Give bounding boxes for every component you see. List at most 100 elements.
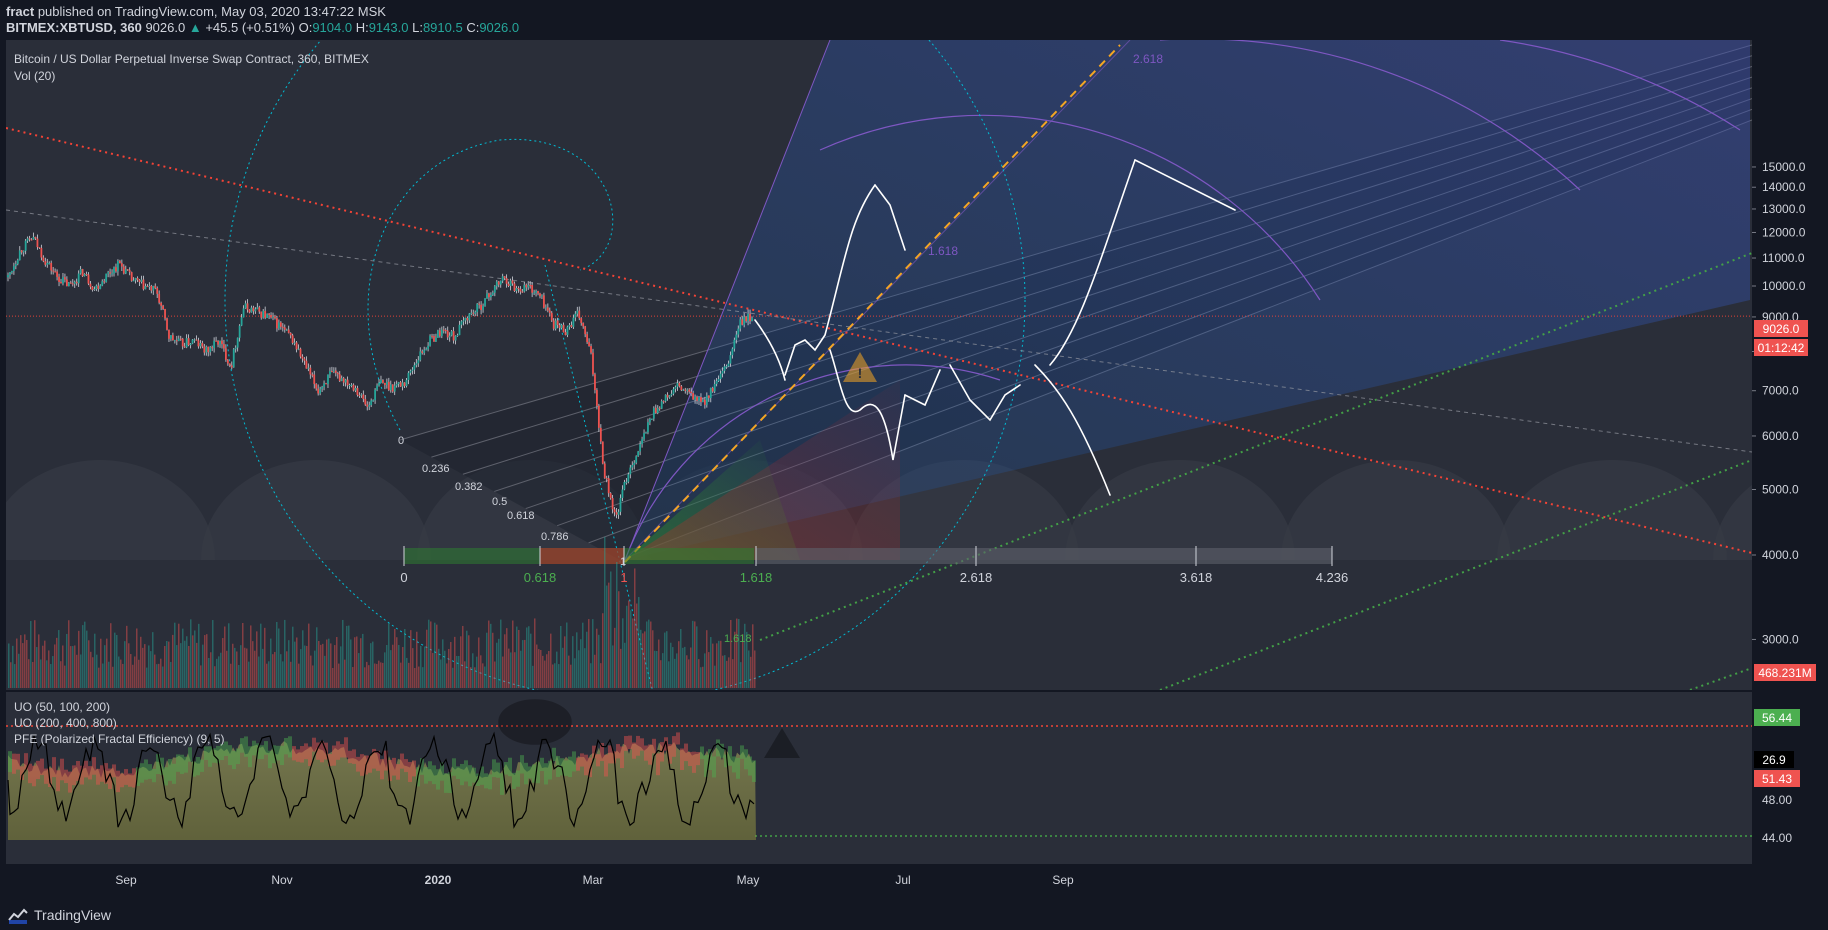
candle-body (303, 358, 306, 361)
uo-histogram (728, 746, 732, 766)
volume-bar (200, 665, 202, 688)
candle-body (175, 340, 178, 342)
volume-bar (192, 635, 194, 688)
volume-bar (658, 639, 660, 688)
uo-histogram (288, 736, 292, 758)
volume-bar (460, 636, 462, 688)
candle-body (535, 290, 537, 293)
fib-time-arc (1281, 460, 1511, 560)
author-name[interactable]: fract (6, 4, 35, 19)
tradingview-logo[interactable]: TradingView (8, 905, 111, 925)
candle-body (262, 310, 265, 318)
osc-legend-pfe[interactable]: PFE (Polarized Fractal Efficiency) (9, 5… (14, 732, 225, 746)
volume-bar (244, 647, 246, 688)
candle-body (272, 316, 274, 318)
uo-histogram (676, 732, 680, 745)
volume-bar (488, 620, 490, 688)
volume-bar (60, 661, 62, 688)
candle-body (435, 337, 437, 342)
candle-body (317, 388, 320, 394)
volume-bar (700, 667, 702, 688)
candle-body (301, 356, 304, 359)
uo-histogram (72, 765, 76, 786)
volume-bar (556, 651, 558, 688)
volume-bar (386, 644, 388, 688)
candle-body (725, 366, 728, 368)
candle-body (647, 422, 649, 433)
volume-bar (84, 621, 86, 688)
volume-bar (380, 662, 382, 688)
candle-body (44, 261, 47, 265)
candle-body (531, 285, 534, 293)
candle-body (613, 509, 616, 513)
volume-bar (264, 627, 266, 688)
volume-bar (376, 663, 378, 688)
uo-histogram (8, 751, 12, 773)
volume-bar (258, 656, 260, 688)
time-axis[interactable]: Sep Nov 2020 Mar May Jul Sep (115, 873, 1074, 887)
svg-text:51.43: 51.43 (1762, 772, 1792, 786)
candle-body (130, 272, 133, 281)
volume-bar (414, 667, 416, 688)
candle-body (617, 511, 620, 515)
volume-bar (752, 624, 754, 688)
candle-body (111, 273, 113, 275)
volume-bar (252, 641, 254, 688)
candle-body (503, 276, 506, 279)
uo-histogram (696, 752, 700, 766)
candle-body (18, 250, 21, 261)
volume-bar (38, 634, 40, 688)
candle-body (480, 304, 482, 311)
volume-bar (454, 636, 456, 688)
candle-body (224, 348, 227, 360)
uo-histogram (68, 771, 72, 793)
volume-bar (148, 645, 150, 688)
uo-histogram (160, 757, 164, 776)
volume-bar (674, 658, 676, 688)
volume-bar (218, 656, 220, 688)
uo-histogram (220, 743, 224, 761)
volume-bar (462, 625, 464, 688)
osc-legend-uo2[interactable]: UO (200, 400, 800) (14, 716, 117, 730)
volume-bar (402, 647, 404, 688)
candle-body (36, 238, 39, 248)
symbol[interactable]: BITMEX:XBTUSD, 360 (6, 20, 142, 35)
uo-histogram (300, 746, 304, 763)
candle-body (191, 339, 194, 344)
candle-body (173, 340, 176, 342)
uo-histogram (200, 759, 204, 772)
volume-bar (472, 653, 474, 688)
candle-body (87, 274, 90, 284)
candle-body (674, 386, 677, 389)
candle-body (254, 309, 257, 312)
volume-bar (130, 654, 132, 688)
candle-body (562, 324, 565, 333)
volume-bar (664, 632, 666, 688)
time-tick-label: Nov (271, 873, 292, 887)
candle-body (81, 269, 84, 277)
volume-bar (352, 667, 354, 688)
candle-body (97, 285, 100, 290)
volume-bar (248, 661, 250, 688)
volume-bar (506, 628, 508, 688)
volume-bar (622, 618, 624, 688)
osc-legend-uo1[interactable]: UO (50, 100, 200) (14, 700, 111, 714)
candle-body (384, 382, 386, 385)
volume-bar (108, 661, 110, 688)
fib-time-label: 1.618 (740, 570, 773, 585)
volume-bar (646, 621, 648, 688)
volume-bar (690, 647, 692, 688)
candle-body (427, 345, 429, 350)
candle-body (376, 385, 378, 390)
candle-body (707, 395, 710, 399)
candle-body (482, 305, 484, 311)
volume-legend[interactable]: Vol (20) (14, 69, 56, 83)
volume-bar (170, 661, 172, 688)
candle-body (680, 386, 683, 391)
volume-bar (156, 664, 158, 688)
uo-histogram (216, 745, 220, 764)
candle-body (517, 288, 520, 290)
volume-bar (516, 626, 518, 688)
